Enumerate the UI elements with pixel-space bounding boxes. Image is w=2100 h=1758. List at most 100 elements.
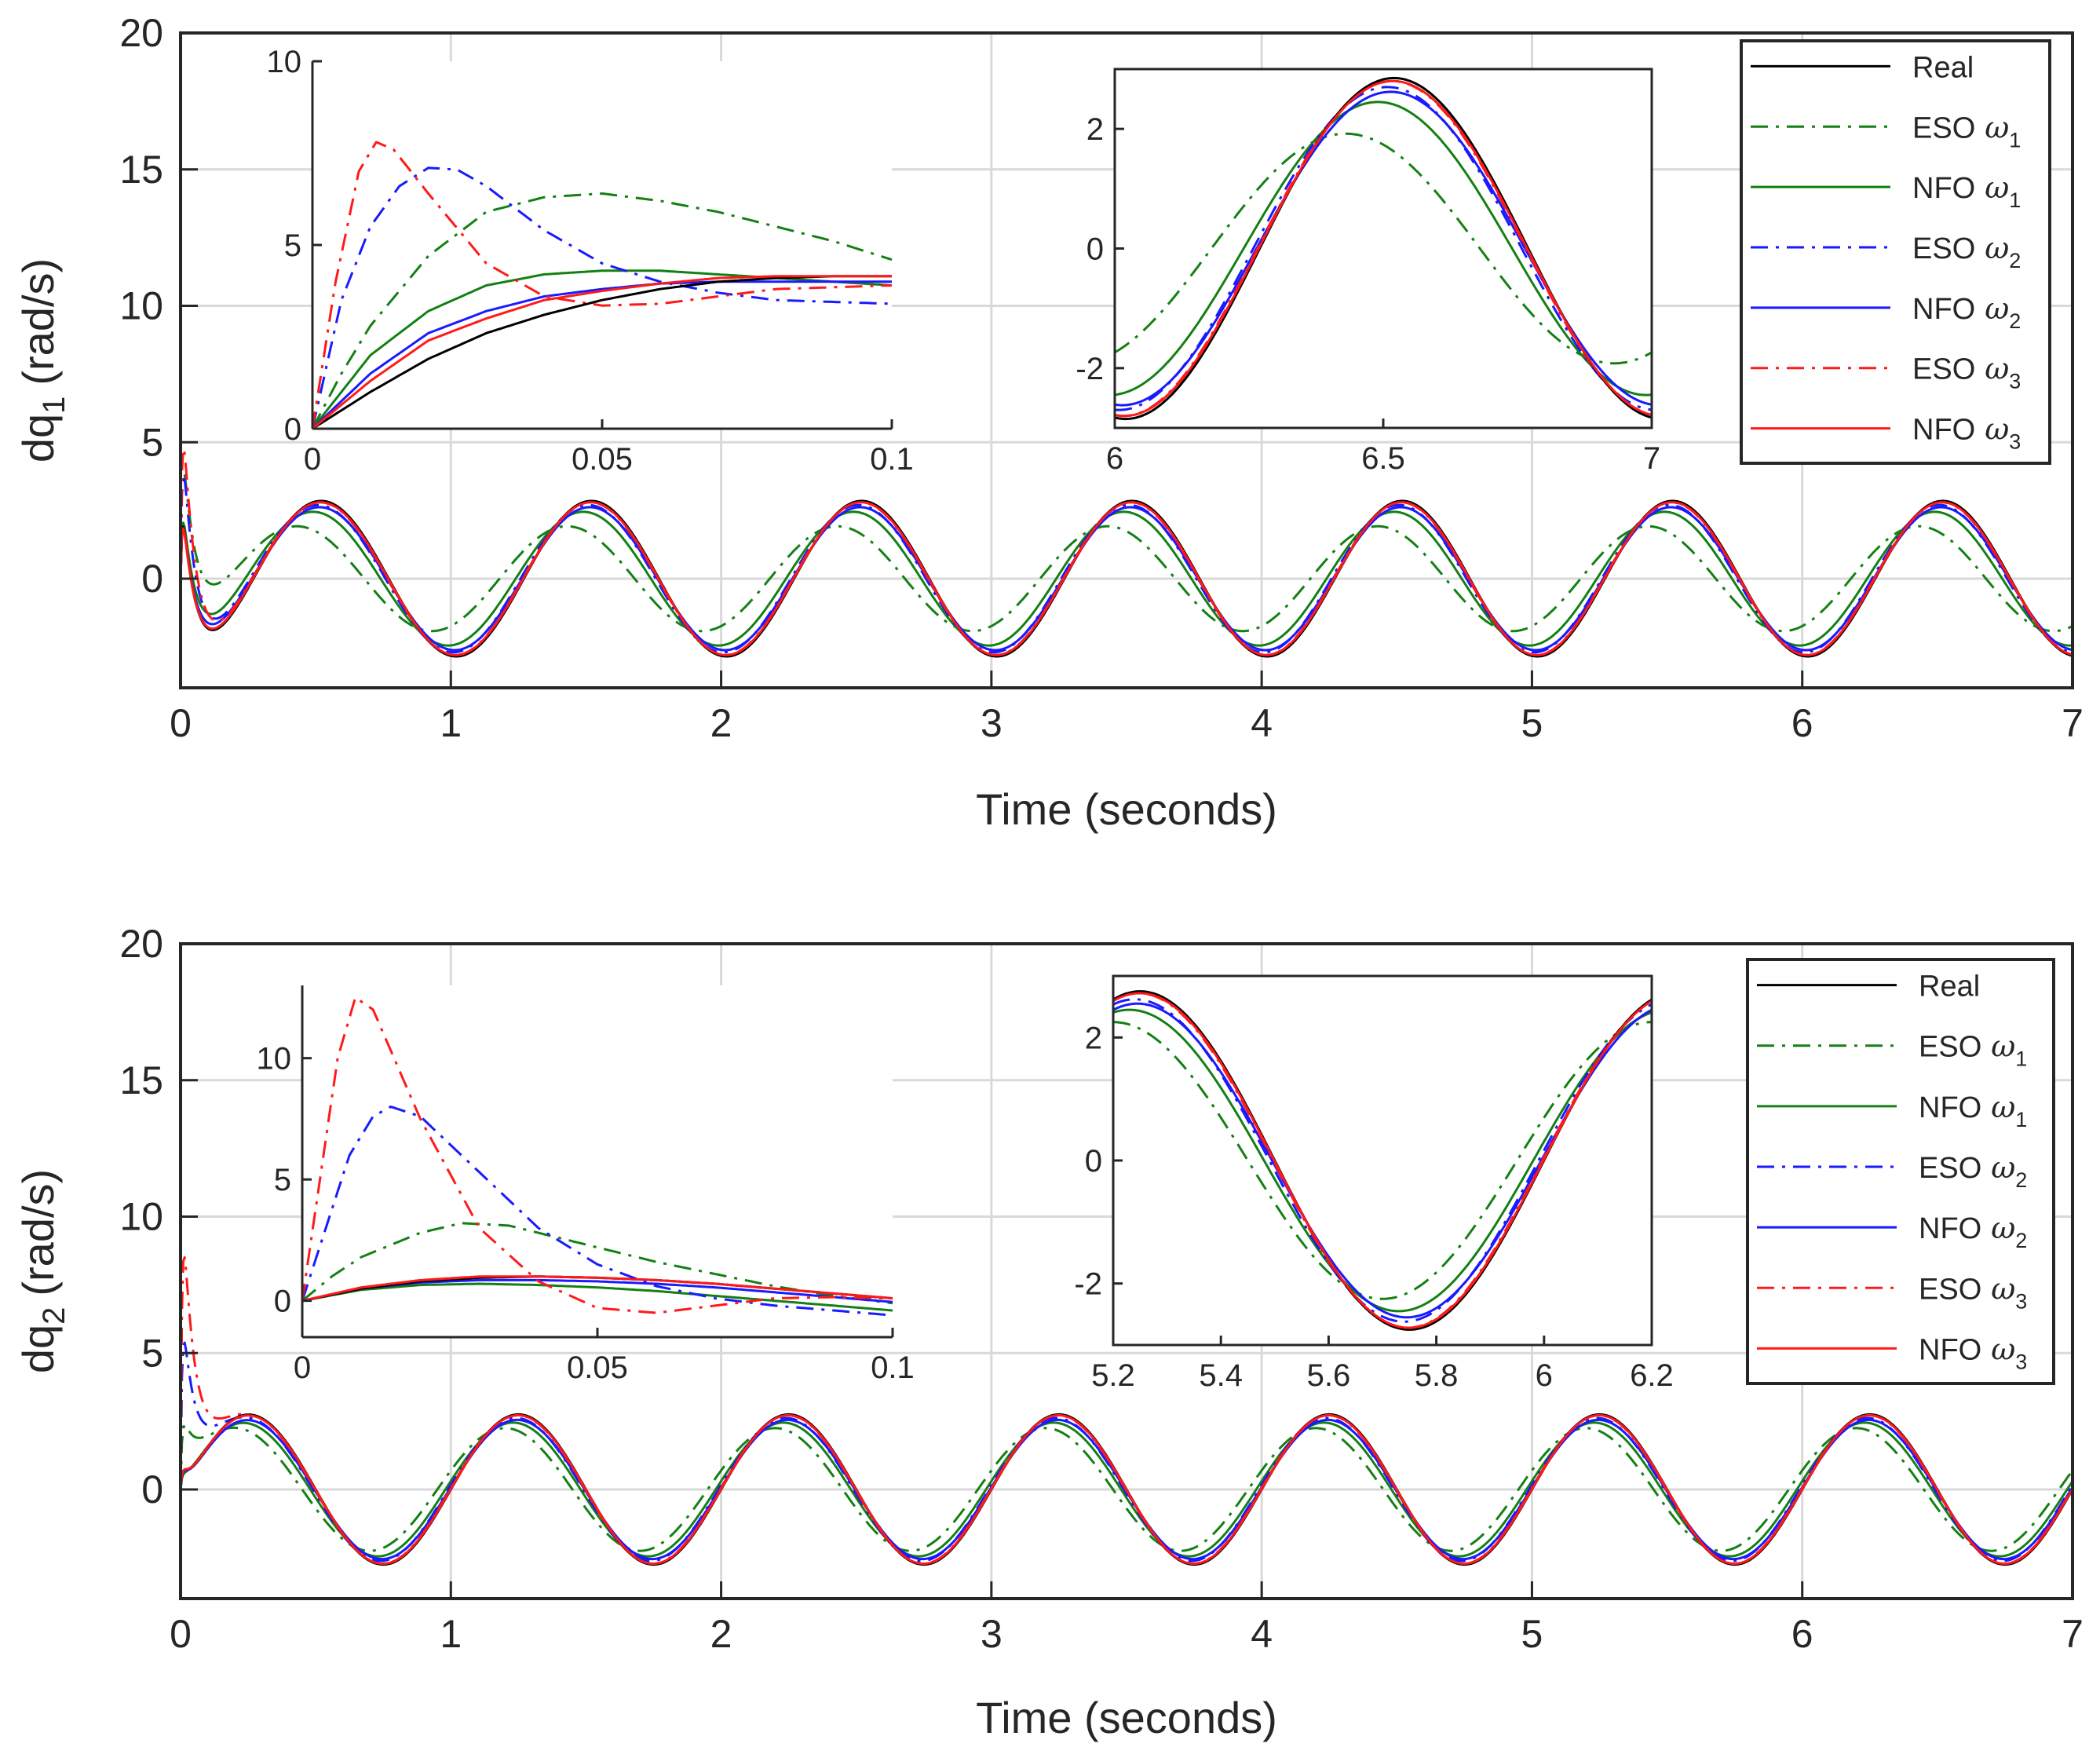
legend-label-sub: 2 — [2009, 249, 2021, 272]
legend-label-eso1: ESO ω1 — [1919, 1029, 2027, 1071]
x-tick-label: 2 — [710, 701, 732, 745]
legend-label-greek: ω — [1985, 110, 2009, 144]
legend-label-sub: 1 — [2015, 1047, 2027, 1071]
legend-label-greek: ω — [1991, 1090, 2015, 1124]
legend-label-greek: ω — [1985, 352, 2009, 386]
inset-series-line-nfo1 — [302, 1282, 893, 1312]
y-tick-label: 15 — [119, 148, 163, 192]
legend-label-real: Real — [1912, 51, 1974, 84]
legend-label-prefix: NFO — [1912, 414, 1975, 447]
y-axis-label-unit: (rad/s) — [13, 258, 63, 386]
axes-box — [179, 942, 2074, 1600]
legend-label-sub: 1 — [2015, 1108, 2027, 1131]
x-tick-label: 4 — [1251, 1612, 1273, 1656]
y-tick-label: 15 — [119, 1058, 163, 1102]
inset-y-tick-label: 2 — [1087, 112, 1104, 147]
x-tick-label: 5 — [1521, 701, 1543, 745]
x-tick-label: 3 — [981, 1612, 1003, 1656]
main-series-group — [181, 1255, 2073, 1566]
inset-y-tick-label: 0 — [1087, 232, 1104, 267]
inset-x-tick-label: 6 — [1106, 441, 1123, 476]
legend-label-prefix: ESO — [1919, 1152, 1981, 1185]
x-axis-label: Time (seconds) — [976, 784, 1277, 834]
x-ticks: 0 1 2 3 4 5 6 7 — [170, 1581, 2084, 1656]
inset-series-line-eso3 — [302, 996, 893, 1314]
legend-label-nfo1: NFO ω1 — [1919, 1090, 2027, 1131]
inset-x-tick-label: 0.05 — [572, 442, 633, 477]
series-line-eso1 — [181, 1424, 2073, 1552]
x-tick-label: 6 — [1791, 1612, 1813, 1656]
inset-y-ticks: -2 0 2 — [1074, 1021, 1123, 1302]
inset-x-ticks: 0 0.05 0.1 — [294, 1328, 915, 1385]
legend-label-eso2: ESO ω2 — [1912, 231, 2021, 272]
inset-y-tick-label: 5 — [284, 228, 301, 263]
inset-x-tick-label: 7 — [1643, 441, 1660, 476]
legend-label-prefix: Real — [1912, 51, 1974, 84]
inset-series — [302, 996, 893, 1317]
legend-label-nfo3: NFO ω3 — [1919, 1332, 2027, 1373]
legend-label-prefix: NFO — [1919, 1333, 1981, 1366]
inset-series-line-nfo3 — [302, 1275, 893, 1303]
legend-label-eso2: ESO ω2 — [1919, 1150, 2027, 1192]
legend-label-prefix: NFO — [1919, 1212, 1981, 1245]
inset-series-group — [312, 141, 893, 429]
legend-label-greek: ω — [1991, 1271, 2015, 1306]
y-tick-label: 5 — [141, 1331, 163, 1375]
x-tick-label: 0 — [170, 701, 192, 745]
inset-series-line-eso2 — [302, 1106, 893, 1317]
inset-plot-area — [1115, 69, 1652, 428]
inset-y-tick-label: 10 — [267, 45, 302, 79]
x-tick-label: 2 — [710, 1612, 732, 1656]
inset-series — [312, 141, 893, 429]
y-ticks: 0 5 10 15 20 — [119, 922, 198, 1511]
inset-x-tick-label: 5.8 — [1415, 1358, 1459, 1393]
inset-y-tick-label: -2 — [1076, 352, 1104, 386]
series-line-eso1 — [181, 471, 2073, 633]
inset-steady: 5.2 5.4 5.6 5.8 6 6.2 -2 0 2 — [1074, 974, 1674, 1393]
legend-label-sub: 1 — [2009, 128, 2021, 152]
main-series — [181, 1255, 2073, 1566]
legend-label-real: Real — [1919, 970, 1980, 1003]
inset-series — [1115, 76, 1653, 421]
legend-label-greek: ω — [1991, 1332, 2015, 1366]
x-ticks: 0 1 2 3 4 5 6 7 — [170, 671, 2084, 745]
inset-y-ticks: -2 0 2 — [1076, 112, 1124, 386]
legend-label-sub: 3 — [2009, 430, 2021, 454]
y-ticks: 0 5 10 15 20 — [119, 11, 198, 601]
inset-x-tick-label: 0 — [294, 1350, 311, 1385]
inset-series-line-nfo1 — [1115, 101, 1653, 397]
legend-label-prefix: NFO — [1919, 1091, 1981, 1124]
legend-label-sub: 3 — [2015, 1289, 2027, 1313]
x-tick-label: 7 — [2062, 701, 2084, 745]
inset-x-tick-label: 6.2 — [1630, 1358, 1674, 1393]
y-axis-label-unit: (rad/s) — [13, 1169, 63, 1296]
y-tick-label: 10 — [119, 1195, 163, 1239]
legend-label-prefix: ESO — [1912, 232, 1975, 265]
inset-y-tick-label: 2 — [1085, 1021, 1102, 1055]
legend-label-greek: ω — [1985, 412, 2009, 447]
inset-series-line-eso1 — [1115, 132, 1653, 365]
inset-x-tick-label: 0.05 — [567, 1350, 628, 1385]
legend-label-eso3: ESO ω3 — [1919, 1271, 2027, 1313]
inset-series-line-nfo2 — [312, 280, 892, 429]
inset-x-tick-label: 0.1 — [871, 1350, 915, 1385]
inset-series-line-eso2 — [312, 166, 893, 429]
inset-series-group — [1113, 990, 1653, 1331]
inset-y-tick-label: -2 — [1074, 1267, 1102, 1302]
legend-label-nfo2: NFO ω2 — [1919, 1211, 2027, 1252]
x-tick-label: 7 — [2062, 1612, 2084, 1656]
legend-label-sub: 3 — [2015, 1350, 2027, 1373]
legend-label-prefix: ESO — [1919, 1031, 1981, 1064]
legend-label-sub: 2 — [2015, 1229, 2027, 1252]
inset-plot-area — [1113, 976, 1652, 1345]
legend-label-greek: ω — [1991, 1211, 2015, 1245]
x-tick-label: 4 — [1251, 701, 1273, 745]
x-tick-label: 1 — [440, 1612, 462, 1656]
inset-x-tick-label: 5.6 — [1307, 1358, 1351, 1393]
x-tick-label: 6 — [1791, 701, 1813, 745]
y-tick-label: 10 — [119, 284, 163, 328]
inset-x-ticks: 0 0.05 0.1 — [304, 419, 914, 477]
legend-label-nfo1: NFO ω1 — [1912, 170, 2021, 212]
